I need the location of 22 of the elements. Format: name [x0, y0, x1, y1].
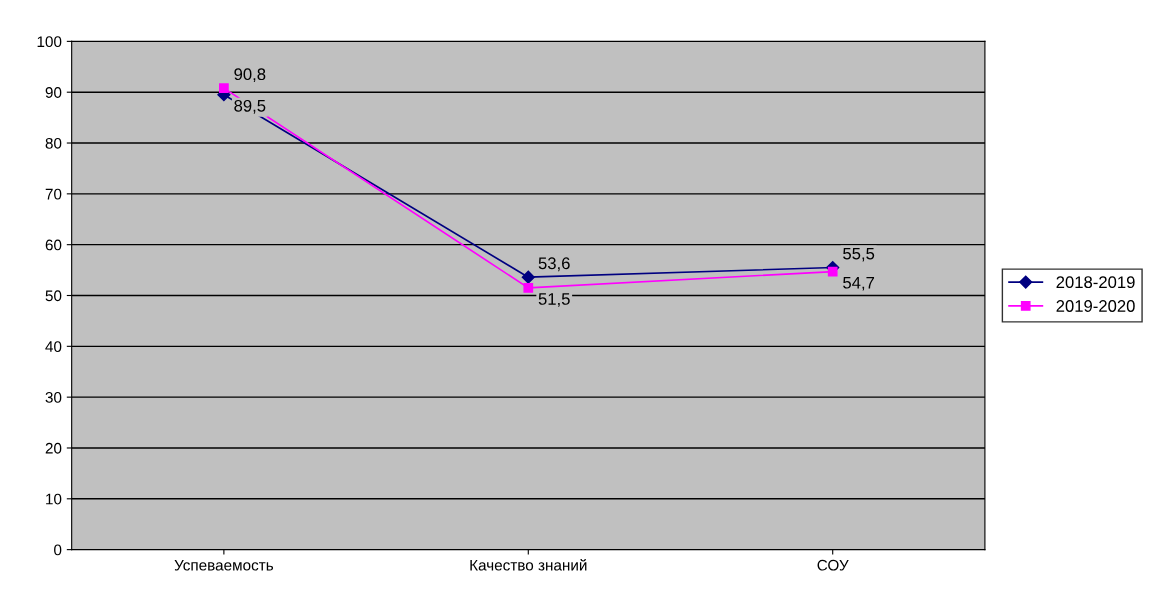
- legend-label: 2018-2019: [1056, 276, 1135, 289]
- data-label: 51,5: [538, 293, 570, 307]
- data-label: 89,5: [234, 99, 266, 114]
- data-label: 54,7: [843, 276, 875, 291]
- x-tick-label: Качество знаний: [470, 559, 587, 571]
- y-tick-label: 40: [45, 341, 62, 353]
- y-tick-label: 10: [46, 493, 62, 505]
- y-tick-label: 50: [45, 290, 62, 302]
- x-tick-label: СОУ: [817, 559, 849, 571]
- y-tick-label: 0: [54, 544, 62, 556]
- data-label: 90,8: [234, 68, 266, 83]
- y-tick-label: 30: [45, 392, 62, 403]
- y-tick-label: 90: [45, 87, 62, 98]
- y-tick-label: 80: [45, 137, 62, 149]
- data-label: 53,6: [538, 257, 570, 272]
- data-label: 55,5: [843, 247, 875, 262]
- legend-label: 2019-2020: [1056, 300, 1135, 312]
- y-tick-label: 60: [45, 239, 62, 251]
- x-tick-label: Успеваемость: [174, 559, 274, 571]
- y-tick-label: 20: [45, 442, 62, 454]
- y-tick-label: 70: [45, 188, 62, 200]
- y-tick-label: 100: [37, 36, 62, 48]
